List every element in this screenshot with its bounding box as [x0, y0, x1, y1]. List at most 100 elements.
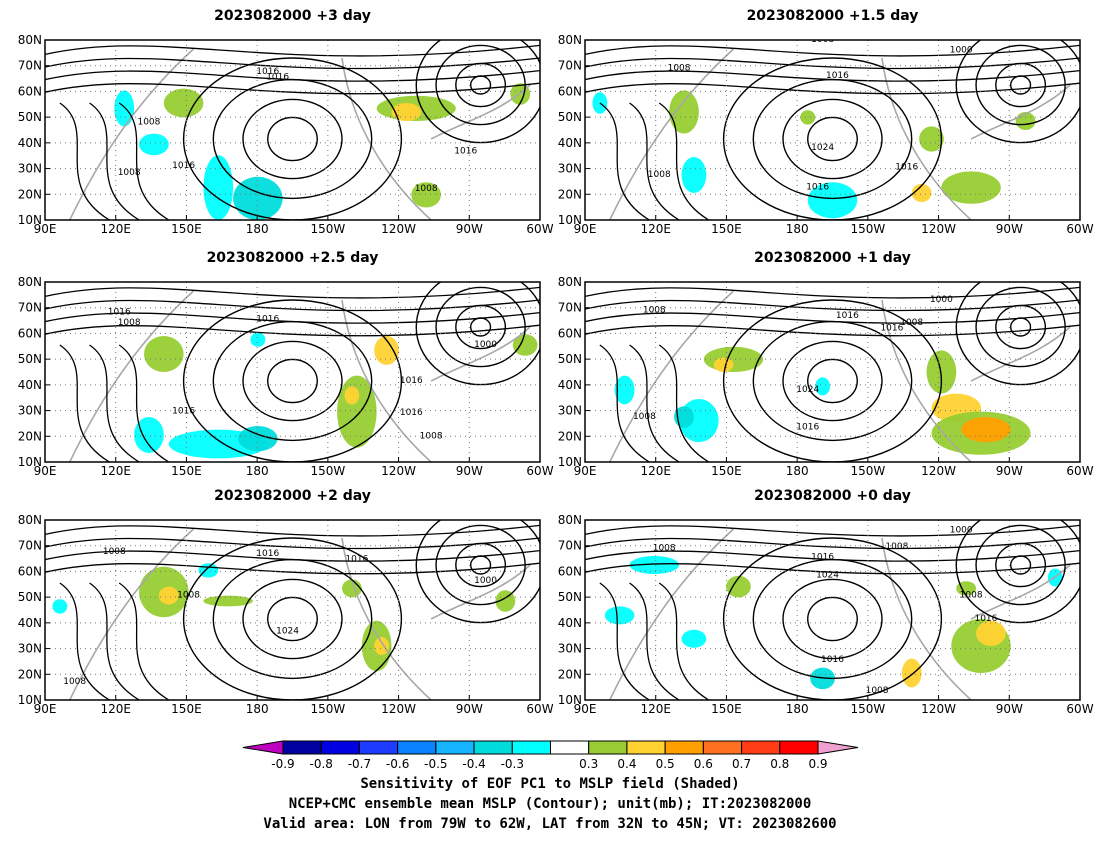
colorbar-box — [282, 740, 322, 755]
x-tick-label: 120W — [381, 222, 416, 236]
contour-label: 1008 — [960, 590, 983, 600]
mslp-contour — [45, 82, 540, 95]
y-tick-label: 70N — [558, 539, 582, 553]
mslp-contour — [59, 344, 110, 462]
x-tick-label: 90W — [996, 222, 1023, 236]
contour-label: 1024 — [816, 571, 839, 581]
mslp-contour — [45, 311, 540, 324]
x-tick-label: 180 — [246, 702, 269, 716]
y-tick-label: 60N — [18, 84, 42, 98]
colorbar-label: -0.4 — [462, 757, 485, 771]
contour-label: 1000 — [950, 46, 973, 56]
y-tick-label: 10N — [18, 693, 42, 707]
shaded-area — [158, 586, 179, 605]
shaded-area — [629, 556, 680, 574]
y-tick-label: 30N — [558, 404, 582, 418]
y-tick-label: 70N — [558, 59, 582, 73]
x-tick-label: 120W — [381, 702, 416, 716]
mslp-contour — [722, 537, 943, 700]
coastline — [430, 84, 531, 140]
contour-label: 1016 — [108, 307, 131, 317]
coastline — [970, 564, 1071, 620]
mslp-contour — [782, 578, 883, 660]
shaded-area — [144, 336, 184, 372]
colorbar-label: -0.3 — [501, 757, 524, 771]
mslp-contour — [722, 57, 943, 220]
shaded-area — [604, 606, 635, 625]
shaded-area — [411, 182, 441, 208]
y-tick-label: 80N — [18, 513, 42, 527]
mslp-contour — [45, 562, 540, 575]
colorbar-arrow-high — [817, 740, 859, 755]
plot-content: 1008 1016 1016 1008 1000 1024 1008 — [45, 520, 540, 700]
coastline — [881, 57, 972, 220]
mslp-contour — [242, 578, 343, 660]
coastline — [341, 299, 432, 462]
shaded-area — [815, 377, 831, 396]
shaded-area — [238, 426, 278, 452]
contour-label: 1008 — [648, 170, 671, 180]
panel-frame — [44, 519, 541, 701]
colorbar: -0.9 -0.8 -0.7 -0.6 -0.5 -0.4 -0.3 0.3 0.4 0.5 0.6… — [242, 740, 859, 771]
y-tick-label: 70N — [558, 301, 582, 315]
caption-line-2: NCEP+CMC ensemble mean MSLP (Contour); u… — [288, 796, 812, 812]
y-tick-label: 20N — [18, 187, 42, 201]
contour-label: 1008 — [103, 547, 126, 557]
colorbar-box — [664, 740, 704, 755]
mslp-contour — [242, 340, 343, 422]
mslp-contour — [59, 102, 110, 220]
shaded-area — [961, 417, 1011, 443]
panel-title: 2023082000 +1 day — [754, 250, 911, 266]
mslp-contour — [182, 537, 403, 700]
mslp-contour — [807, 116, 858, 162]
mslp-contour — [45, 299, 540, 312]
mslp-contour — [59, 582, 110, 700]
y-tick-label: 80N — [558, 33, 582, 47]
x-tick-label: 90E — [574, 464, 597, 478]
x-tick-label: 150E — [171, 702, 202, 716]
contour-label: 1000 — [930, 295, 953, 305]
x-tick-label: 150W — [850, 222, 885, 236]
mslp-contour — [629, 344, 680, 462]
contour-label: 1024 — [796, 385, 819, 395]
plot-area — [45, 520, 540, 700]
x-tick-label: 90E — [34, 222, 57, 236]
colorbar-box — [550, 740, 590, 755]
mslp-contour — [807, 596, 858, 642]
y-tick-label: 50N — [18, 590, 42, 604]
mslp-contour — [45, 537, 540, 550]
shaded-area — [681, 157, 707, 193]
colorbar-box — [702, 740, 743, 755]
mslp-contour — [585, 44, 1080, 57]
mslp-contour — [629, 102, 680, 220]
y-tick-label: 80N — [18, 275, 42, 289]
shaded-area — [139, 133, 169, 156]
plot-area — [45, 282, 540, 462]
coastline — [430, 564, 531, 620]
mslp-contour — [267, 116, 318, 162]
colorbar-label: 0.9 — [808, 757, 827, 771]
mslp-contour — [182, 299, 403, 462]
mslp-contour — [118, 582, 170, 700]
x-tick-label: 150W — [850, 702, 885, 716]
plot-area — [585, 520, 1080, 700]
mslp-contour — [45, 44, 540, 57]
y-tick-label: 30N — [18, 162, 42, 176]
panel-4: 1008100010161016100810241008101620230820… — [558, 250, 1094, 478]
contour-label: 1016 — [806, 182, 829, 192]
colorbar-box — [473, 740, 513, 755]
contour-label: 1016 — [256, 67, 279, 77]
panel-title: 2023082000 +2 day — [214, 488, 371, 504]
y-tick-label: 70N — [18, 539, 42, 553]
contour-label: 1008 — [137, 118, 160, 128]
mslp-contour — [585, 69, 1080, 82]
panel-2: 1008 1000 1008 1016 1024 1008 1016 1016 20230820… — [558, 8, 1094, 236]
coastline — [881, 537, 972, 700]
panel-title: 2023082000 +1.5 day — [747, 8, 919, 24]
y-tick-label: 80N — [558, 513, 582, 527]
y-tick-label: 10N — [558, 693, 582, 707]
y-tick-label: 10N — [558, 213, 582, 227]
x-tick-label: 90E — [34, 702, 57, 716]
x-tick-label: 120W — [921, 222, 956, 236]
